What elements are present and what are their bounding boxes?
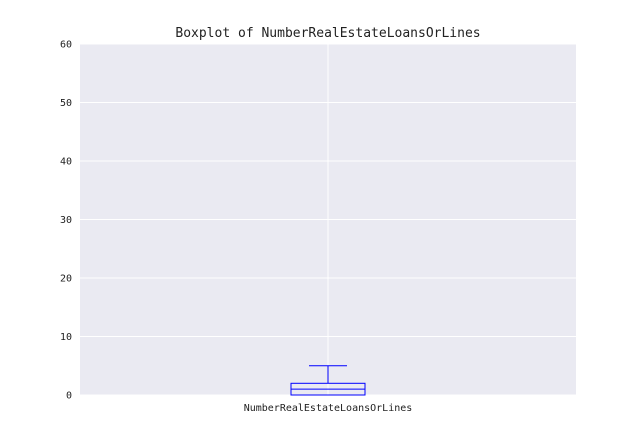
x-tick-label: NumberRealEstateLoansOrLines (244, 403, 413, 414)
x-axis-ticks: NumberRealEstateLoansOrLines (244, 403, 413, 414)
y-tick-label: 50 (60, 98, 72, 109)
y-axis-ticks: 0 10 20 30 40 50 60 (60, 40, 72, 402)
y-tick-label: 40 (60, 157, 72, 168)
y-tick-label: 30 (60, 215, 72, 226)
y-tick-label: 20 (60, 274, 72, 285)
box-group (290, 365, 366, 396)
y-tick-label: 60 (60, 40, 72, 51)
y-tick-label: 0 (66, 391, 72, 402)
boxes (290, 365, 366, 396)
y-tick-label: 10 (60, 332, 72, 343)
chart-title: Boxplot of NumberRealEstateLoansOrLines (175, 26, 480, 41)
grid-lines (80, 43, 576, 396)
